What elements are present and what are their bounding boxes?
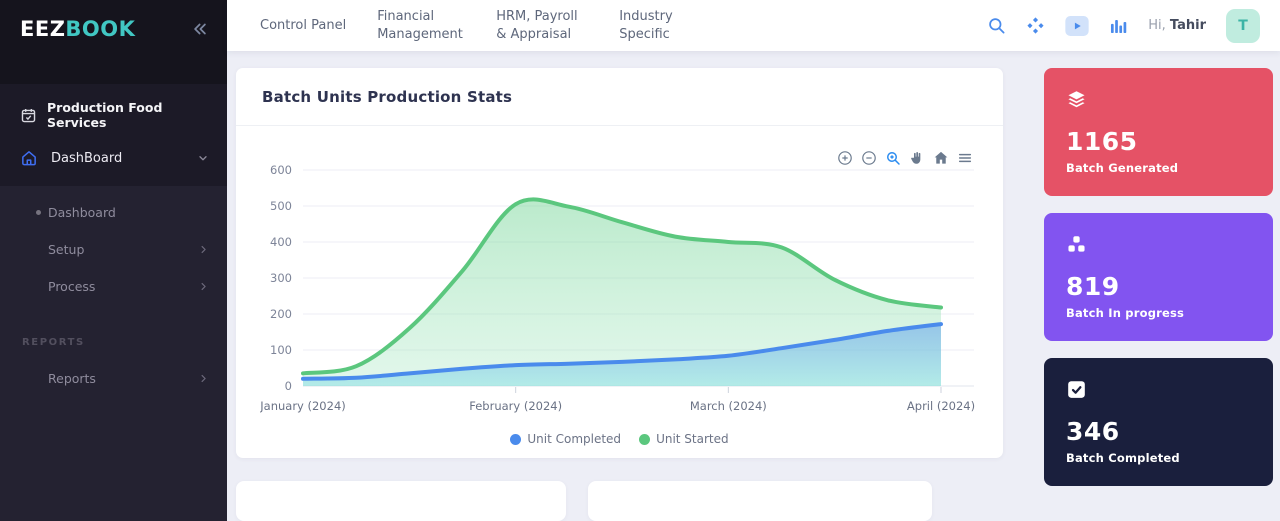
sidebar-collapse-icon[interactable] bbox=[191, 20, 209, 38]
svg-text:600: 600 bbox=[270, 163, 292, 177]
svg-text:200: 200 bbox=[270, 307, 292, 321]
svg-text:500: 500 bbox=[270, 199, 292, 213]
selection-zoom-icon[interactable] bbox=[885, 150, 901, 166]
stat-card-batch-completed[interactable]: 346 Batch Completed bbox=[1044, 358, 1273, 486]
chart-card-body: 0 100 200 300 400 500 600 January (2024) Februar… bbox=[236, 126, 1003, 458]
svg-text:100: 100 bbox=[270, 343, 292, 357]
sidebar-module-label: Production Food Services bbox=[47, 100, 163, 130]
stats-icon[interactable] bbox=[1109, 16, 1128, 35]
sidebar-subitem-setup[interactable]: Setup bbox=[0, 231, 227, 268]
svg-text:April (2024): April (2024) bbox=[907, 399, 975, 413]
menu-icon[interactable] bbox=[957, 150, 973, 166]
stat-label: Batch Generated bbox=[1066, 160, 1179, 175]
chevron-right-icon bbox=[198, 281, 209, 292]
production-chart[interactable]: 0 100 200 300 400 500 600 January (2024) Februar… bbox=[260, 158, 979, 428]
sidebar-submenu: Dashboard Setup Process bbox=[0, 186, 227, 305]
sidebar-subitem-process[interactable]: Process bbox=[0, 268, 227, 305]
legend-dot-blue bbox=[510, 433, 522, 445]
sidebar-header: EEZBOOK bbox=[0, 0, 227, 84]
left-column: Batch Units Production Stats bbox=[236, 68, 1003, 521]
chevron-down-icon bbox=[197, 152, 209, 164]
menu-item-financial-management[interactable]: Financial Management bbox=[377, 8, 463, 42]
app-logo[interactable]: EEZBOOK bbox=[20, 16, 135, 42]
chart-title: Batch Units Production Stats bbox=[262, 87, 513, 106]
logo-text-primary: EEZ bbox=[20, 17, 66, 41]
sidebar-item-label: DashBoard bbox=[51, 150, 123, 166]
svg-text:400: 400 bbox=[270, 235, 292, 249]
check-square-icon bbox=[1066, 379, 1087, 400]
reset-zoom-icon[interactable] bbox=[933, 150, 949, 166]
bottom-row bbox=[236, 481, 1003, 521]
svg-text:0: 0 bbox=[285, 379, 292, 393]
sidebar: EEZBOOK Production Food Services DashBoa… bbox=[0, 0, 227, 521]
stat-card-batch-in-progress[interactable]: 819 Batch In progress bbox=[1044, 213, 1273, 341]
sidebar-section-label: REPORTS bbox=[22, 337, 85, 348]
stats-column: 1165 Batch Generated 819 Batch In progre… bbox=[1044, 68, 1273, 486]
sidebar-subitem-label: Dashboard bbox=[48, 205, 116, 220]
main-area: Control Panel Financial Management HRM, … bbox=[227, 0, 1280, 521]
bottom-card-right bbox=[588, 481, 932, 521]
sidebar-item-reports[interactable]: Reports bbox=[0, 360, 227, 397]
menu-item-hrm-payroll-appraisal[interactable]: HRM, Payroll & Appraisal bbox=[496, 8, 578, 42]
sidebar-item-dashboard[interactable]: DashBoard bbox=[0, 140, 227, 178]
home-icon bbox=[20, 149, 38, 167]
zoom-out-icon[interactable] bbox=[861, 150, 877, 166]
topnav: Control Panel Financial Management HRM, … bbox=[227, 0, 1280, 51]
sidebar-active-group: Production Food Services DashBoard bbox=[0, 84, 227, 186]
sidebar-subitem-label: Setup bbox=[48, 242, 85, 257]
chart-legend: Unit Completed Unit Started bbox=[260, 432, 979, 446]
zoom-in-icon[interactable] bbox=[837, 150, 853, 166]
chevron-right-icon bbox=[198, 244, 209, 255]
boxes-icon bbox=[1066, 234, 1087, 255]
stat-card-batch-generated[interactable]: 1165 Batch Generated bbox=[1044, 68, 1273, 196]
svg-text:January (2024): January (2024) bbox=[260, 399, 346, 413]
stat-value: 819 bbox=[1066, 272, 1120, 301]
chart-card-header: Batch Units Production Stats bbox=[236, 68, 1003, 126]
legend-label: Unit Completed bbox=[527, 432, 622, 446]
layers-icon bbox=[1066, 89, 1087, 110]
pan-icon[interactable] bbox=[909, 150, 925, 166]
sidebar-subitem-dashboard[interactable]: Dashboard bbox=[0, 194, 227, 231]
stat-value: 1165 bbox=[1066, 127, 1138, 156]
svg-text:March (2024): March (2024) bbox=[690, 399, 767, 413]
legend-item-unit-completed[interactable]: Unit Completed bbox=[510, 432, 621, 446]
username: Tahir bbox=[1169, 18, 1206, 33]
legend-dot-green bbox=[639, 433, 651, 445]
svg-text:300: 300 bbox=[270, 271, 292, 285]
search-icon[interactable] bbox=[987, 16, 1006, 35]
svg-text:February (2024): February (2024) bbox=[469, 399, 562, 413]
menu-item-industry-specific[interactable]: Industry Specific bbox=[619, 8, 673, 42]
calendar-check-icon bbox=[20, 107, 37, 124]
chart-toolbar bbox=[837, 150, 973, 166]
apps-icon[interactable] bbox=[1026, 16, 1045, 35]
bottom-card-left bbox=[236, 481, 566, 521]
sidebar-subitem-label: Process bbox=[48, 279, 96, 294]
menu-item-control-panel[interactable]: Control Panel bbox=[260, 17, 347, 33]
legend-item-unit-started[interactable]: Unit Started bbox=[639, 432, 729, 446]
sidebar-item-label: Reports bbox=[48, 371, 96, 386]
legend-label: Unit Started bbox=[656, 432, 729, 446]
topnav-menu: Control Panel Financial Management HRM, … bbox=[260, 8, 681, 43]
avatar[interactable]: T bbox=[1226, 8, 1260, 43]
logo-text-secondary: BOOK bbox=[65, 17, 136, 41]
chevron-right-icon bbox=[198, 373, 209, 384]
sidebar-module-production-food-services[interactable]: Production Food Services bbox=[0, 94, 227, 140]
user-greeting: Hi, Tahir bbox=[1148, 18, 1206, 33]
bullet-dot bbox=[36, 210, 41, 215]
stat-value: 346 bbox=[1066, 417, 1120, 446]
stat-label: Batch Completed bbox=[1066, 450, 1180, 465]
video-icon[interactable] bbox=[1065, 15, 1089, 36]
topnav-actions: Hi, Tahir T bbox=[987, 8, 1260, 43]
content: Batch Units Production Stats bbox=[227, 51, 1280, 521]
stat-label: Batch In progress bbox=[1066, 305, 1185, 320]
chart-card: Batch Units Production Stats bbox=[236, 68, 1003, 458]
